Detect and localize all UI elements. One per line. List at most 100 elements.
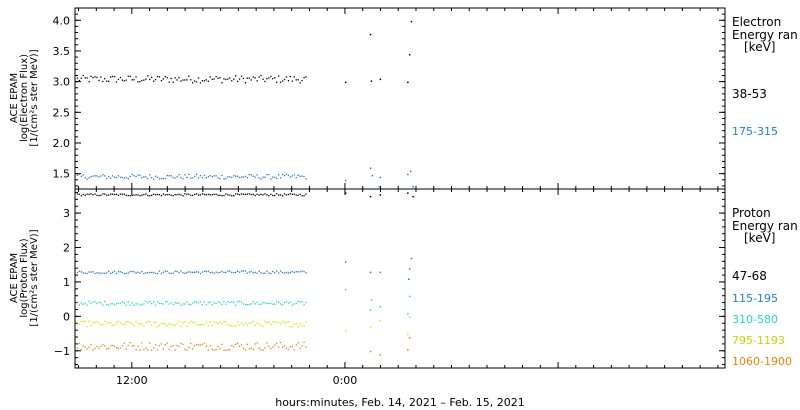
- data-point: [227, 324, 229, 326]
- data-point: [92, 194, 94, 196]
- data-point: [369, 350, 372, 353]
- data-point: [106, 194, 108, 196]
- data-point: [199, 194, 202, 196]
- data-point: [235, 343, 237, 345]
- data-point: [219, 194, 221, 196]
- data-point: [117, 78, 120, 81]
- data-point: [119, 176, 122, 179]
- data-point: [279, 270, 282, 272]
- data-point: [129, 342, 131, 344]
- data-point: [190, 177, 192, 179]
- data-point: [217, 301, 219, 303]
- data-point: [184, 303, 186, 305]
- data-point: [229, 194, 231, 196]
- data-point: [168, 272, 170, 274]
- data-point: [231, 345, 233, 347]
- data-point: [162, 303, 164, 305]
- data-point: [274, 194, 276, 197]
- data-point: [242, 77, 245, 80]
- data-point: [211, 271, 213, 273]
- data-point: [113, 304, 116, 306]
- data-point: [344, 192, 347, 194]
- data-point: [235, 175, 237, 177]
- data-point: [240, 301, 243, 303]
- data-point: [88, 177, 90, 179]
- data-point: [100, 324, 102, 326]
- data-point: [119, 271, 122, 273]
- data-point: [244, 82, 247, 84]
- data-point: [274, 77, 276, 79]
- data-point: [84, 272, 86, 274]
- data-point: [86, 193, 88, 195]
- proton-legend-115-195: 115-195: [732, 292, 778, 305]
- data-point: [378, 185, 381, 188]
- proton-ytick-label: 1: [63, 276, 70, 289]
- data-point: [106, 304, 108, 306]
- data-point: [143, 193, 145, 196]
- data-point: [258, 303, 260, 305]
- electron-series-38-53: [76, 20, 413, 84]
- data-point: [182, 343, 184, 345]
- data-point: [229, 349, 231, 351]
- data-point: [129, 175, 131, 178]
- data-point: [229, 77, 231, 79]
- data-point: [410, 20, 413, 23]
- data-point: [135, 320, 137, 322]
- data-point: [182, 322, 184, 324]
- data-point: [115, 322, 118, 324]
- data-point: [133, 175, 135, 177]
- proton-data-points: [76, 192, 414, 356]
- electron-data-points: [76, 20, 414, 188]
- data-point: [170, 323, 172, 325]
- data-point: [291, 271, 293, 273]
- data-point: [295, 79, 297, 81]
- data-point: [192, 177, 194, 179]
- data-point: [217, 345, 219, 348]
- data-point: [194, 193, 196, 196]
- data-point: [78, 173, 80, 175]
- data-point: [188, 303, 190, 305]
- data-point: [184, 79, 186, 81]
- data-point: [223, 78, 225, 80]
- data-point: [237, 80, 239, 83]
- data-point: [82, 303, 84, 305]
- proton-series-1060-1900: [76, 337, 411, 356]
- data-point: [225, 177, 227, 180]
- data-point: [221, 82, 223, 84]
- data-point: [223, 349, 225, 352]
- data-point: [131, 270, 133, 272]
- data-point: [137, 81, 139, 83]
- data-point: [270, 323, 272, 325]
- data-point: [219, 321, 221, 324]
- data-point: [287, 348, 290, 350]
- proton-legend-subtitle: Energy ran: [732, 219, 798, 233]
- data-point: [205, 345, 207, 347]
- data-point: [88, 320, 90, 322]
- data-point: [176, 302, 178, 304]
- data-point: [305, 301, 307, 304]
- data-point: [113, 76, 116, 78]
- data-point: [371, 174, 374, 177]
- data-point: [78, 304, 80, 306]
- data-point: [244, 270, 247, 272]
- data-point: [188, 346, 190, 349]
- data-point: [82, 174, 84, 176]
- data-point: [182, 195, 184, 197]
- data-point: [131, 79, 133, 81]
- data-point: [260, 324, 262, 327]
- data-point: [141, 304, 143, 306]
- data-point: [102, 272, 104, 274]
- data-point: [279, 177, 282, 179]
- data-point: [147, 75, 149, 77]
- data-point: [238, 78, 241, 80]
- data-point: [133, 325, 135, 327]
- data-point: [170, 345, 172, 348]
- data-point: [102, 324, 104, 326]
- data-point: [254, 303, 256, 305]
- data-point: [135, 303, 137, 305]
- data-point: [123, 193, 125, 195]
- data-point: [94, 175, 96, 177]
- data-point: [272, 194, 274, 197]
- data-point: [283, 193, 286, 195]
- data-point: [108, 175, 110, 178]
